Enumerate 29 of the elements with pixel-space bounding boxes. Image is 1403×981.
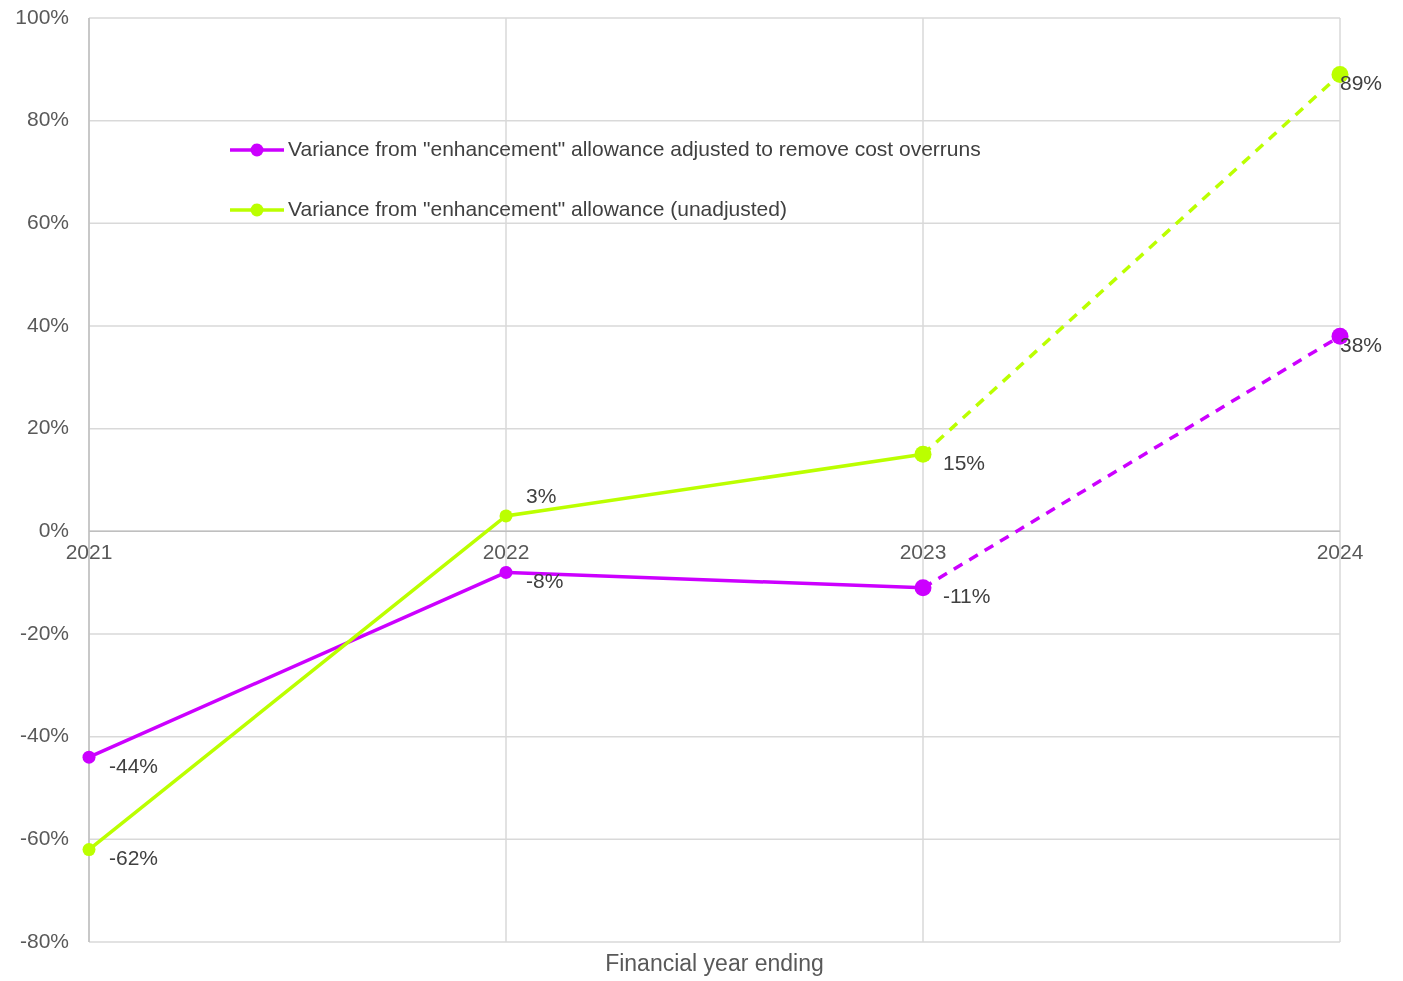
point [82, 750, 96, 764]
data-label: -44% [109, 753, 159, 777]
data-label: -8% [526, 568, 564, 592]
data-label: 89% [1340, 71, 1383, 95]
point [499, 509, 513, 523]
y-tick-label: 60% [26, 209, 69, 233]
y-tick-label: 20% [26, 415, 69, 439]
y-tick-label: -80% [19, 928, 69, 952]
y-tick-label: -40% [19, 723, 69, 747]
x-tick-label: 2022 [482, 540, 530, 564]
point [82, 843, 96, 857]
data-label: -11% [943, 584, 991, 608]
x-tick-label: 2021 [65, 540, 113, 564]
y-tick-label: 40% [26, 312, 69, 336]
x-tick-label: 2024 [1316, 540, 1364, 564]
y-tick-label: 80% [26, 107, 69, 131]
data-label: 15% [943, 450, 986, 474]
legend-label: Variance from "enhancement" allowance (unadjusted) [288, 196, 787, 220]
y-tick-label: -20% [19, 620, 69, 644]
x-tick-label: 2023 [899, 540, 947, 564]
data-label: -62% [109, 846, 159, 870]
data-label: 3% [526, 484, 557, 508]
y-tick-label: 0% [38, 517, 69, 541]
point [499, 565, 513, 579]
legend-label: Variance from "enhancement" allowance adjusted to remove cost overruns [288, 136, 981, 160]
y-tick-label: -60% [19, 825, 69, 849]
x-axis-title: Financial year ending [605, 950, 824, 976]
y-tick-label: 100% [15, 4, 69, 28]
data-label: 38% [1340, 332, 1383, 356]
